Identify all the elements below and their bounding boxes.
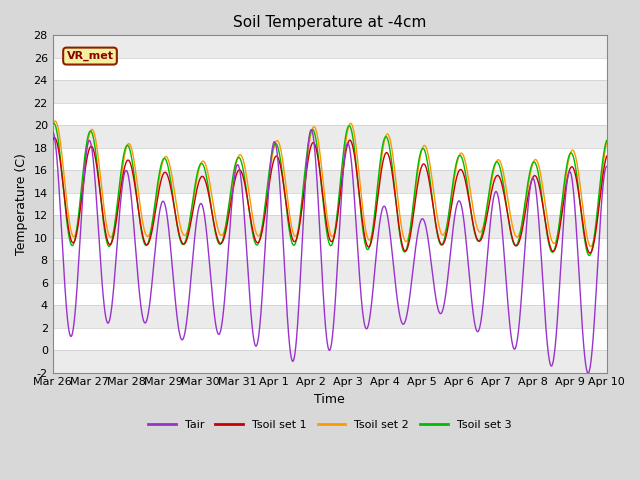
Text: VR_met: VR_met xyxy=(67,51,113,61)
Legend: Tair, Tsoil set 1, Tsoil set 2, Tsoil set 3: Tair, Tsoil set 1, Tsoil set 2, Tsoil se… xyxy=(143,416,516,434)
Bar xyxy=(52,170,607,193)
Title: Soil Temperature at -4cm: Soil Temperature at -4cm xyxy=(233,15,426,30)
Bar xyxy=(52,125,607,148)
Bar xyxy=(52,260,607,283)
Bar xyxy=(52,350,607,372)
Bar xyxy=(52,305,607,328)
Y-axis label: Temperature (C): Temperature (C) xyxy=(15,153,28,255)
X-axis label: Time: Time xyxy=(314,393,345,406)
Bar xyxy=(52,80,607,103)
Bar xyxy=(52,215,607,238)
Bar xyxy=(52,36,607,58)
